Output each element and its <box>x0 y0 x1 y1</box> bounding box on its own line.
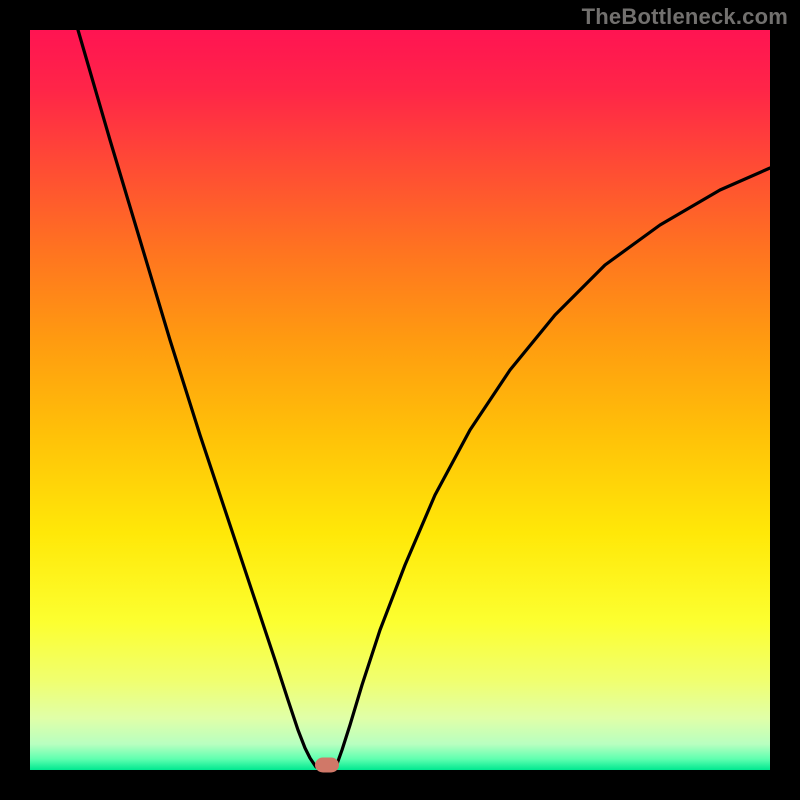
bottleneck-chart <box>0 0 800 800</box>
plot-background <box>30 30 770 770</box>
watermark-text: TheBottleneck.com <box>582 4 788 30</box>
optimum-marker <box>315 758 339 773</box>
chart-container: TheBottleneck.com <box>0 0 800 800</box>
